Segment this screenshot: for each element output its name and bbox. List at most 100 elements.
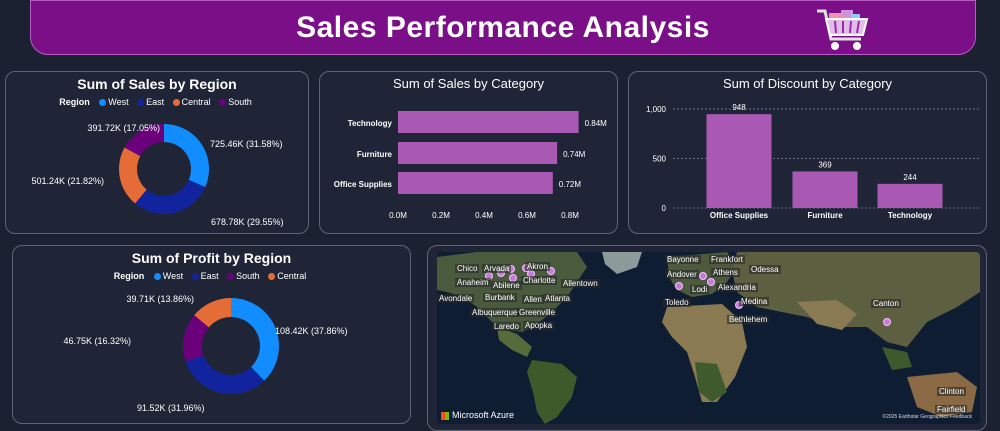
map-city-label: Burbank — [483, 293, 517, 302]
bar[interactable] — [398, 172, 553, 194]
legend-item-east[interactable]: East — [191, 271, 219, 281]
map-bubble[interactable] — [883, 318, 891, 326]
category-label: Furniture — [807, 211, 843, 220]
bar[interactable] — [706, 114, 772, 208]
y-tick-label: 1,000 — [646, 105, 667, 114]
map-city-label: Odessa — [749, 265, 781, 274]
discount-category-bar-chart: 0 500 1,000 948 Office Supplies 369 Furniture 2… — [646, 103, 979, 220]
map-city-label: Allen — [522, 295, 544, 304]
map-city-label: Avondale — [437, 294, 475, 303]
sales-by-category-panel: Sum of Sales by Category Technology 0.84M… — [319, 71, 618, 234]
map-city-label: Apopka — [523, 321, 555, 330]
category-label: Technology — [348, 119, 393, 128]
page-title: Sales Performance Analysis — [296, 11, 710, 44]
map-city-label: Andover — [665, 270, 699, 279]
donut-slice-central[interactable] — [194, 298, 231, 328]
donut-slice-central[interactable] — [119, 147, 147, 204]
legend-item-west[interactable]: West — [99, 97, 129, 107]
donut-slice-east[interactable] — [135, 179, 206, 215]
bar[interactable] — [398, 142, 558, 164]
map-city-label: Albuquerque — [470, 308, 520, 317]
discount-by-category-panel: Sum of Discount by Category 0 500 1,000 948… — [628, 71, 987, 234]
map-city-label: Arvada — [482, 264, 512, 273]
map-city-label: Fairfield — [935, 405, 968, 414]
map-bubble[interactable] — [675, 282, 683, 290]
value-label: 0.84M — [585, 119, 608, 128]
map-city-label: Greenville — [517, 308, 558, 317]
map-city-label: Medina — [739, 297, 770, 306]
map-copyright[interactable]: ©2025 Earthstar Geographics Feedback — [882, 414, 972, 420]
map-city-label: Allentown — [561, 279, 600, 288]
chart-title: Sum of Discount by Category — [722, 76, 893, 91]
value-label: 369 — [818, 160, 832, 169]
profit-donut-chart: 108.42K (37.86%) 91.52K (31.96%) 46.75K (1… — [63, 294, 348, 413]
map-city-label: Lodi — [690, 285, 710, 294]
category-label: Technology — [888, 211, 933, 220]
donut-slice-west[interactable] — [231, 298, 280, 381]
map-bubble[interactable] — [707, 278, 715, 286]
map-attribution: Microsoft Azure — [441, 410, 514, 420]
data-label-central: 501.24K (21.82%) — [31, 176, 104, 186]
y-tick-label: 500 — [653, 155, 667, 164]
map-city-label: Toledo — [663, 298, 691, 307]
legend-item-south[interactable]: South — [219, 97, 252, 107]
map-city-label: Akron — [525, 262, 550, 271]
category-label: Furniture — [357, 150, 393, 159]
legend-item-east[interactable]: East — [137, 97, 164, 107]
data-label-east: 678.78K (29.55%) — [211, 217, 284, 227]
category-label: Office Supplies — [710, 211, 769, 220]
map-city-label: Atlanta — [543, 294, 572, 303]
data-label-west: 108.42K (37.86%) — [275, 326, 348, 336]
x-tick-label: 0.8M — [561, 211, 579, 220]
y-tick-label: 0 — [662, 204, 667, 213]
donut-slice-south[interactable] — [183, 315, 209, 362]
bar[interactable] — [398, 111, 579, 133]
map-city-label: Canton — [871, 299, 901, 308]
donut-slice-east[interactable] — [185, 355, 265, 394]
legend-item-central[interactable]: Central — [172, 97, 211, 107]
legend-title: Region — [113, 271, 145, 281]
legend: Region West East South Central — [13, 271, 410, 281]
donut-slice-south[interactable] — [124, 124, 164, 157]
title-banner: Sales Performance Analysis — [30, 0, 976, 55]
map-bubble[interactable] — [699, 272, 707, 280]
value-label: 948 — [732, 103, 746, 112]
map-city-label: Anaheim — [455, 278, 491, 287]
legend-item-south[interactable]: South — [227, 271, 260, 281]
data-label-east: 91.52K (31.96%) — [137, 403, 205, 413]
map-city-label: Alexandria — [716, 283, 758, 292]
data-label-south: 46.75K (16.32%) — [63, 336, 131, 346]
chart-title: Sum of Sales by Category — [392, 76, 545, 91]
map-city-label: Chico — [455, 264, 480, 273]
map-city-label: Bayonne — [665, 255, 701, 264]
sales-by-region-panel: Sum of Sales by Region Region West East … — [5, 71, 309, 234]
value-label: 0.74M — [563, 150, 586, 159]
value-label: 244 — [903, 173, 917, 182]
data-label-south: 391.72K (17.05%) — [87, 123, 160, 133]
donut-slice-west[interactable] — [164, 124, 209, 188]
value-label: 0.72M — [559, 180, 582, 189]
x-tick-label: 0.0M — [389, 211, 407, 220]
map-city-label: Clinton — [937, 387, 966, 396]
map-bubble[interactable] — [547, 267, 555, 275]
map-city-label: Frankfort — [709, 255, 746, 264]
legend-item-central[interactable]: Central — [268, 271, 306, 281]
bar[interactable] — [792, 171, 858, 208]
legend-item-west[interactable]: West — [153, 271, 183, 281]
bar[interactable] — [877, 183, 943, 208]
chart-title: Sum of Sales by Region — [77, 76, 237, 92]
sales-donut-chart: 725.46K (31.58%) 678.78K (29.55%) 501.24K … — [31, 123, 284, 227]
x-tick-label: 0.6M — [518, 211, 536, 220]
sales-category-bar-chart: Technology 0.84M Furniture 0.74M Office Supp… — [334, 111, 608, 220]
legend: Region West East Central South — [6, 97, 308, 107]
legend-title: Region — [59, 97, 90, 107]
shopping-cart-icon — [817, 9, 869, 50]
profit-by-region-panel: Sum of Profit by Region Region West East… — [12, 245, 411, 424]
map-city-label: Abilene — [491, 281, 522, 290]
map-city-label: Athens — [711, 268, 740, 277]
chart-title: Sum of Profit by Region — [131, 250, 292, 266]
x-tick-label: 0.4M — [475, 211, 493, 220]
microsoft-logo-icon — [441, 411, 449, 420]
map-city-label: Bethlehem — [727, 315, 770, 324]
world-map[interactable]: Chico Arvada Akron Anaheim Charlotte Abilene A… — [437, 252, 980, 424]
